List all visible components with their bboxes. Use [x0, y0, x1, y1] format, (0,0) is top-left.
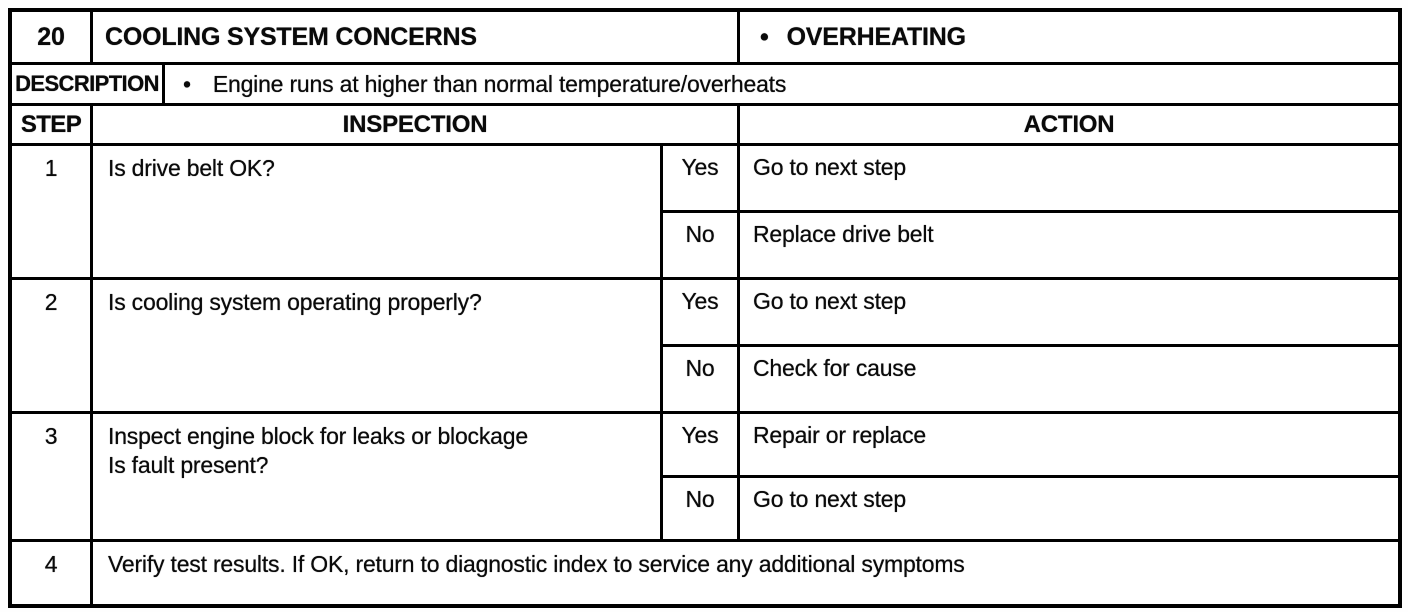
answer-no: No: [660, 347, 737, 411]
bullet-icon: •: [760, 22, 769, 51]
no-branch: No Go to next step: [660, 475, 1398, 539]
answer-yes: Yes: [660, 414, 737, 475]
chart-title: COOLING SYSTEM CONCERNS: [90, 12, 737, 62]
yes-branch: Yes Go to next step: [660, 280, 1398, 344]
action-text: Repair or replace: [737, 414, 1398, 475]
step-number: 3: [44, 423, 58, 449]
table-row-step-2: 2 Is cooling system operating properly? …: [12, 277, 1398, 411]
yes-branch: Yes Go to next step: [660, 146, 1398, 210]
table-row-step-3: 3 Inspect engine block for leaks or bloc…: [12, 411, 1398, 539]
title-row: 20 COOLING SYSTEM CONCERNS • OVERHEATING: [12, 12, 1398, 62]
action-text: Go to next step: [737, 146, 1398, 210]
chart-number: 20: [37, 22, 65, 51]
step-column-header: STEP: [20, 110, 82, 138]
description-text-cell: • Engine runs at higher than normal temp…: [162, 65, 1398, 103]
description-row: DESCRIPTION • Engine runs at higher than…: [12, 62, 1398, 103]
branches: Yes Go to next step No Replace drive bel…: [660, 146, 1398, 277]
branches: Yes Repair or replace No Go to next step: [660, 414, 1398, 539]
inspection-column-header: INSPECTION: [90, 106, 737, 143]
answer-no: No: [660, 213, 737, 277]
action-text: Go to next step: [737, 280, 1398, 344]
answer-no: No: [660, 478, 737, 539]
step-number: 2: [44, 289, 58, 315]
verify-text: Verify test results. If OK, return to di…: [90, 542, 1398, 604]
inspection-text: Is cooling system operating properly?: [90, 280, 660, 411]
symptom-cell: • OVERHEATING: [737, 12, 1398, 62]
inspection-text: Inspect engine block for leaks or blocka…: [90, 414, 660, 539]
no-branch: No Check for cause: [660, 344, 1398, 411]
description-label: DESCRIPTION: [15, 71, 159, 96]
inspection-text: Is drive belt OK?: [90, 146, 660, 277]
answer-yes: Yes: [660, 146, 737, 210]
description-text: Engine runs at higher than normal temper…: [212, 70, 787, 97]
action-column-header: ACTION: [737, 106, 1398, 143]
action-text: Go to next step: [737, 478, 1398, 539]
column-header-row: STEP INSPECTION ACTION: [12, 103, 1398, 143]
diagnostic-table: 20 COOLING SYSTEM CONCERNS • OVERHEATING…: [8, 8, 1402, 608]
yes-branch: Yes Repair or replace: [660, 414, 1398, 475]
branches: Yes Go to next step No Check for cause: [660, 280, 1398, 411]
bullet-icon: •: [183, 70, 191, 97]
symptom-label: OVERHEATING: [786, 22, 966, 51]
answer-yes: Yes: [660, 280, 737, 344]
action-text: Replace drive belt: [737, 213, 1398, 277]
step-number: 4: [44, 551, 58, 577]
step-number: 1: [44, 155, 58, 181]
table-row-step-1: 1 Is drive belt OK? Yes Go to next step …: [12, 143, 1398, 277]
no-branch: No Replace drive belt: [660, 210, 1398, 277]
action-text: Check for cause: [737, 347, 1398, 411]
table-row-step-4: 4 Verify test results. If OK, return to …: [12, 539, 1398, 604]
